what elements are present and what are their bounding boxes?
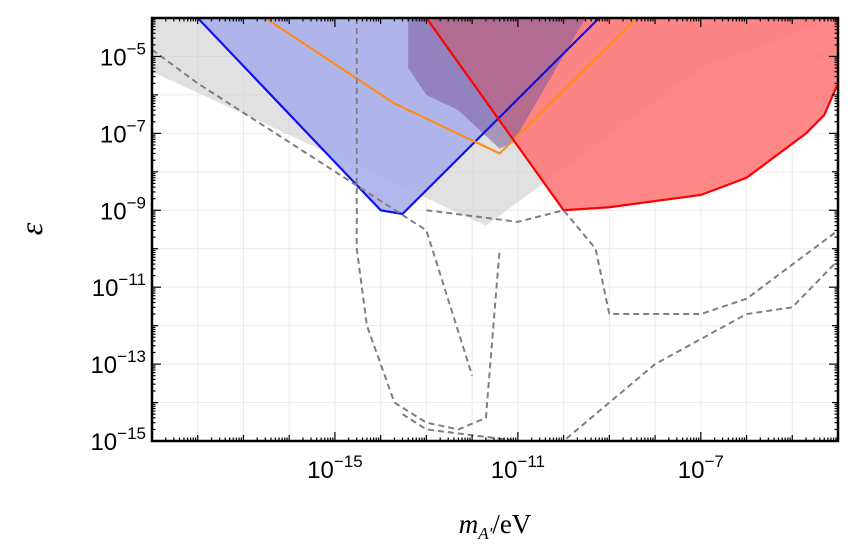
dashed-projection-5: [152, 48, 474, 376]
x-tick-label: 10−7: [678, 452, 724, 484]
y-tick-label: 10−7: [100, 116, 146, 148]
y-tick-base: 10: [90, 352, 117, 379]
y-tick-base: 10: [92, 275, 119, 302]
y-tick-label: 10−5: [100, 39, 146, 71]
y-tick-label: 10−13: [90, 347, 146, 379]
plot-frame: [150, 16, 840, 443]
exclusion-region-4: [408, 18, 586, 149]
x-tick-label: 10−15: [307, 452, 363, 484]
x-tick-exponent: −7: [704, 452, 723, 471]
x-tick-exponent: −15: [334, 452, 363, 471]
constraint-curves: [152, 18, 838, 441]
boundary-line-1: [166, 18, 600, 216]
y-tick-base: 10: [100, 198, 127, 225]
x-axis-symbol: m: [459, 509, 479, 539]
y-tick-base: 10: [90, 429, 117, 456]
x-tick-base: 10: [491, 457, 518, 484]
boundary-line-3: [425, 18, 838, 212]
x-tick-base: 10: [307, 457, 334, 484]
y-tick-label: 10−11: [92, 270, 146, 302]
bound-curve-2: [264, 18, 638, 155]
x-axis-unit: /eV: [492, 509, 531, 539]
y-tick-exponent: −9: [127, 193, 146, 212]
x-tick-base: 10: [678, 457, 705, 484]
x-axis-title: mA′/eV: [459, 509, 532, 543]
y-tick-base: 10: [100, 121, 127, 148]
y-tick-exponent: −15: [117, 424, 146, 443]
y-tick-exponent: −11: [118, 270, 146, 289]
axis-ticks: [151, 17, 839, 442]
dashed-projection-7: [355, 18, 501, 431]
y-tick-base: 10: [100, 44, 127, 71]
x-axis-subscript: A′: [477, 524, 492, 543]
dashed-projection-6: [401, 259, 838, 441]
x-tick-exponent: −11: [517, 452, 545, 471]
y-tick-exponent: −5: [127, 39, 146, 58]
x-tick-label: 10−11: [491, 452, 545, 484]
y-tick-exponent: −7: [127, 116, 146, 135]
y-tick-label: 10−9: [100, 193, 146, 225]
x-tick-labels: 10−15 10−11 10−7: [307, 452, 724, 484]
y-axis-title: ε: [13, 222, 49, 235]
y-tick-label: 10−15: [90, 424, 146, 456]
y-tick-exponent: −13: [117, 347, 146, 366]
dashed-projection-8: [426, 209, 838, 316]
